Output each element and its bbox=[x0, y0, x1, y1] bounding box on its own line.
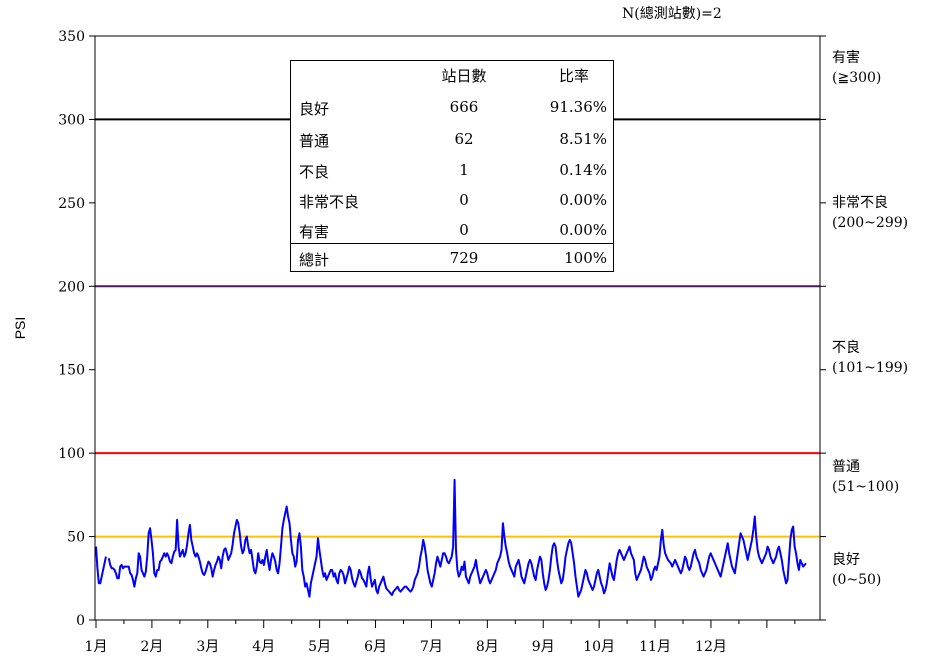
chart-axes bbox=[94, 35, 821, 621]
row-days: 1 bbox=[459, 161, 469, 179]
category-label-good: 良好 (0~50) bbox=[832, 550, 881, 590]
row-days: 0 bbox=[459, 221, 469, 239]
row-days: 666 bbox=[449, 98, 479, 116]
psi-series-line bbox=[95, 478, 807, 598]
table-total-separator bbox=[291, 243, 613, 244]
table-row: 不良 1 0.14% bbox=[291, 159, 613, 183]
x-tick-label: 6月 bbox=[364, 639, 387, 655]
category-range: (200~299) bbox=[832, 215, 909, 231]
x-tick-label: 3月 bbox=[196, 639, 219, 655]
category-range: (101~199) bbox=[832, 360, 909, 376]
row-days: 729 bbox=[449, 249, 479, 267]
category-range: (0~50) bbox=[832, 572, 882, 588]
table-row: 非常不良 0 0.00% bbox=[291, 189, 613, 213]
y-tick-label: 100 bbox=[58, 446, 85, 462]
header-station-days: 站日數 bbox=[441, 67, 487, 85]
row-label: 良好 bbox=[299, 100, 330, 118]
table-total-row: 總計 729 100% bbox=[291, 247, 613, 271]
row-label: 不良 bbox=[299, 163, 330, 181]
x-tick-label: 7月 bbox=[420, 639, 443, 655]
category-name: 非常不良 bbox=[832, 195, 888, 211]
x-tick-label: 2月 bbox=[140, 639, 163, 655]
category-range: (≧300) bbox=[832, 70, 882, 86]
y-axis-title: PSI bbox=[12, 317, 28, 340]
station-count-note: N(總測站數)=2 bbox=[622, 6, 722, 22]
row-ratio: 100% bbox=[564, 249, 607, 267]
category-label-unhealthy: 不良 (101~199) bbox=[832, 338, 908, 378]
x-tick-label: 1月 bbox=[85, 639, 108, 655]
y-tick-label: 350 bbox=[58, 29, 85, 45]
row-label: 總計 bbox=[299, 251, 330, 269]
category-name: 不良 bbox=[832, 340, 860, 356]
row-label: 普通 bbox=[299, 132, 330, 150]
table-row: 普通 62 8.51% bbox=[291, 128, 613, 152]
stats-table: 站日數 比率 良好 666 91.36% 普通 62 8.51% 不良 1 0.… bbox=[290, 60, 614, 272]
table-header-row: 站日數 比率 bbox=[291, 63, 613, 87]
table-row: 有害 0 0.00% bbox=[291, 219, 613, 243]
x-tick-label: 4月 bbox=[252, 639, 275, 655]
row-ratio: 0.00% bbox=[559, 191, 607, 209]
x-tick-label: 9月 bbox=[532, 639, 555, 655]
x-tick-label: 10月 bbox=[583, 639, 615, 655]
x-tick-label: 5月 bbox=[308, 639, 331, 655]
row-label: 非常不良 bbox=[299, 193, 360, 211]
category-name: 良好 bbox=[832, 552, 860, 568]
row-ratio: 0.14% bbox=[559, 161, 607, 179]
x-tick-label: 12月 bbox=[695, 639, 727, 655]
table-row: 良好 666 91.36% bbox=[291, 96, 613, 120]
x-axis-ticks: 1月 2月 3月 4月 5月 6月 7月 8月 9月 10月 11月 12月 bbox=[85, 620, 796, 655]
y-tick-label: 200 bbox=[58, 279, 85, 295]
row-ratio: 0.00% bbox=[559, 221, 607, 239]
y-tick-label: 50 bbox=[67, 530, 85, 546]
category-label-very-unhealthy: 非常不良 (200~299) bbox=[832, 193, 908, 233]
row-days: 62 bbox=[454, 130, 474, 148]
y-tick-label: 0 bbox=[76, 613, 85, 629]
header-ratio: 比率 bbox=[558, 67, 589, 85]
row-days: 0 bbox=[459, 191, 469, 209]
row-label: 有害 bbox=[299, 223, 330, 241]
y-tick-label: 300 bbox=[58, 112, 85, 128]
y-tick-label: 250 bbox=[58, 196, 85, 212]
y-tick-label: 150 bbox=[58, 363, 85, 379]
row-ratio: 8.51% bbox=[559, 130, 607, 148]
x-tick-label: 8月 bbox=[476, 639, 499, 655]
plot-frame bbox=[94, 35, 821, 621]
row-ratio: 91.36% bbox=[549, 98, 607, 116]
category-label-hazardous: 有害 (≧300) bbox=[832, 48, 881, 88]
category-range: (51~100) bbox=[832, 479, 900, 495]
category-name: 有害 bbox=[832, 50, 860, 66]
category-label-moderate: 普通 (51~100) bbox=[832, 457, 899, 497]
psi-series bbox=[95, 478, 807, 598]
x-tick-label: 11月 bbox=[639, 639, 671, 655]
category-name: 普通 bbox=[832, 459, 860, 475]
